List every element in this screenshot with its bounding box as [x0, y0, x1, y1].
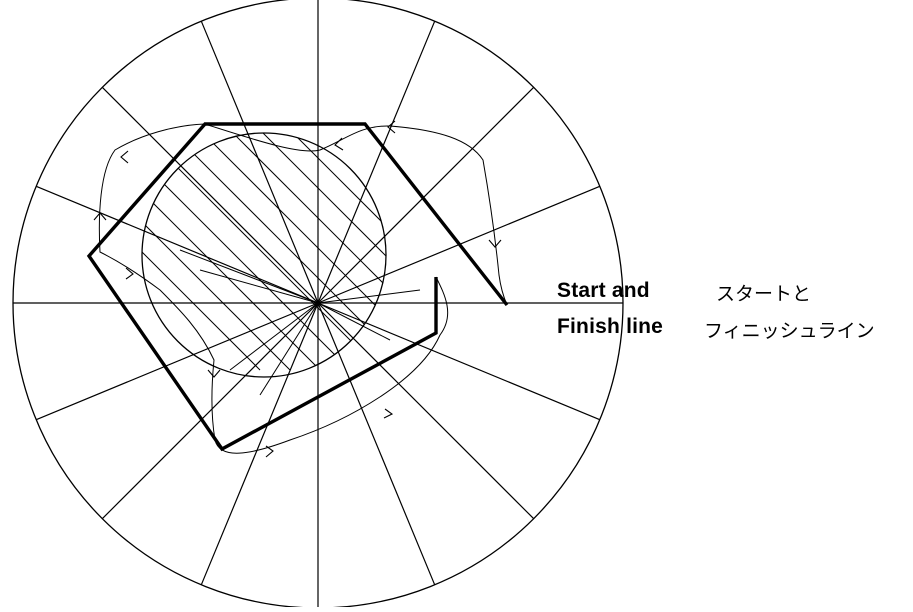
direction-arrows — [93, 120, 502, 458]
spoke-line — [317, 302, 436, 586]
start-to-label-jp: スタートと — [716, 283, 812, 305]
course-route — [86, 122, 509, 452]
start-and-label: Start and — [557, 279, 650, 302]
spoke-line — [317, 86, 535, 304]
spoke-line — [317, 20, 436, 304]
spoke-line — [101, 86, 319, 304]
arrow-mark — [120, 150, 129, 164]
spoke-line — [200, 20, 319, 304]
track-path — [98, 123, 508, 454]
arrow-mark — [125, 267, 134, 280]
spoke-line — [35, 302, 319, 421]
hatched-zone — [141, 132, 387, 378]
arrow-mark — [383, 408, 394, 419]
arrow-mark — [93, 212, 107, 221]
inner-circle — [141, 132, 387, 378]
finish-line-label: Finish line — [557, 315, 664, 338]
arrow-mark — [265, 445, 274, 458]
finish-line-label-jp: フィニッシュライン — [704, 320, 875, 342]
spoke-line — [101, 302, 319, 520]
spoke-line — [35, 185, 319, 304]
centre-rays — [179, 249, 421, 396]
arrow-mark — [387, 120, 396, 134]
arrow-mark — [207, 369, 221, 378]
spoke-line — [317, 302, 535, 520]
arrow-mark — [488, 239, 502, 248]
spoke-line — [200, 302, 319, 586]
arrow-mark — [334, 137, 344, 151]
